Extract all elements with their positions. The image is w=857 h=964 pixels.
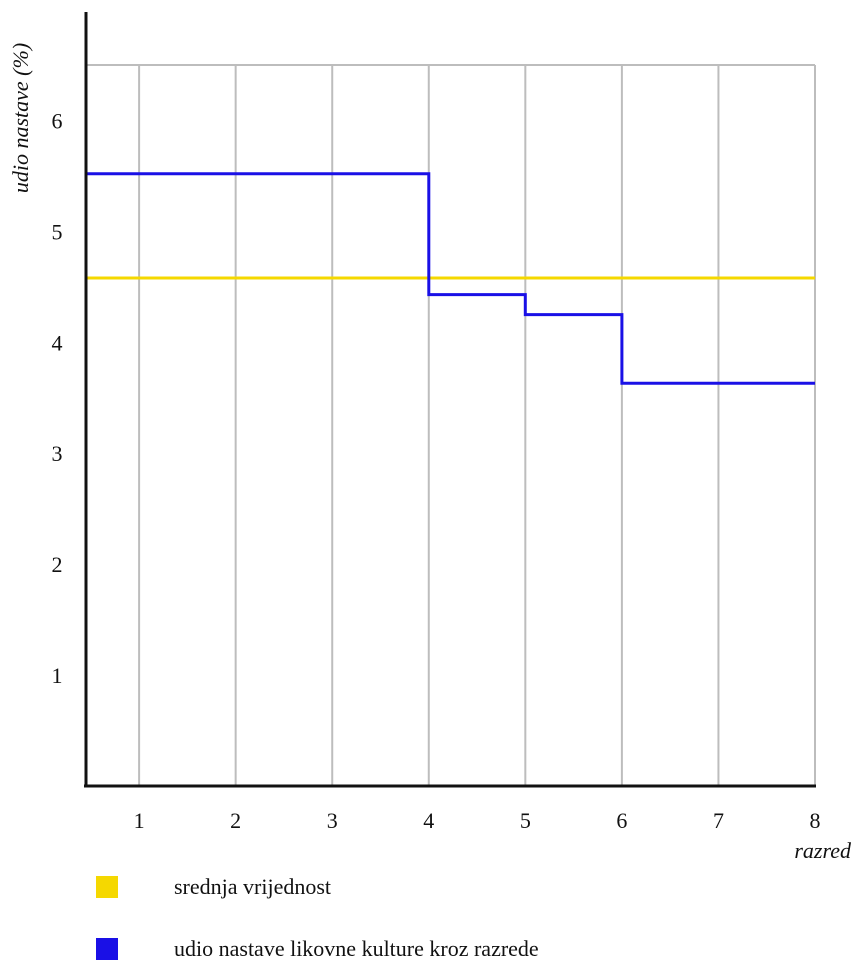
y-tick-label: 5 [52,219,63,244]
x-tick-label: 5 [520,808,531,833]
y-tick-label: 3 [52,441,63,466]
y-tick-label: 2 [52,552,63,577]
x-tick-label: 1 [134,808,145,833]
x-tick-label: 8 [810,808,821,833]
y-tick-label: 4 [52,330,63,355]
x-axis-title: razred [794,838,852,863]
series-line-share [86,172,815,385]
tick-labels: 1 2 3 4 5 6 7 8 1 2 3 4 5 6 [52,108,821,833]
y-tick-label: 6 [52,108,63,133]
y-tick-label: 1 [52,663,63,688]
y-axis-title: udio nastave (%) [8,43,33,193]
x-tick-label: 6 [616,808,627,833]
legend-swatch [96,876,118,898]
x-tick-label: 2 [230,808,241,833]
series-layer [86,172,815,385]
axes [84,12,816,788]
x-tick-label: 7 [713,808,724,833]
legend-label: udio nastave likovne kulture kroz razred… [174,936,539,961]
x-tick-label: 3 [327,808,338,833]
legend-label: srednja vrijednost [174,874,331,899]
x-tick-label: 4 [423,808,434,833]
legend: srednja vrijednost udio nastave likovne k… [96,874,539,961]
legend-swatch [96,938,118,960]
